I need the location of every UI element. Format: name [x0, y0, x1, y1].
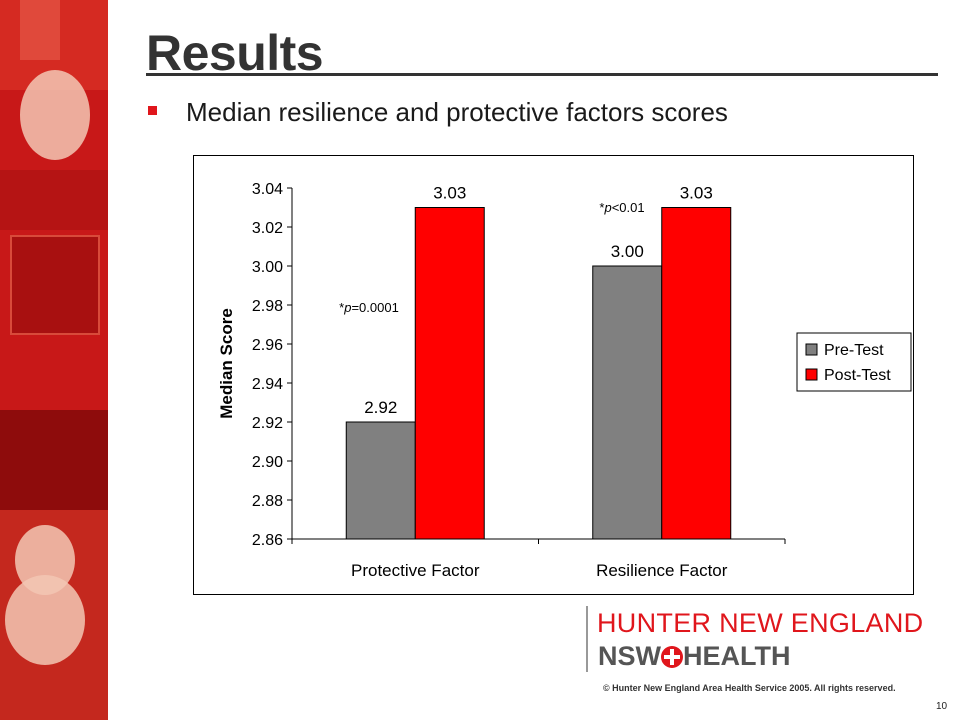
decor-block	[0, 170, 108, 230]
data-label: 3.03	[433, 184, 466, 203]
y-tick-label: 2.86	[252, 532, 283, 549]
decor-block	[20, 0, 60, 60]
legend-swatch	[805, 368, 818, 381]
health-cross-icon	[661, 646, 683, 668]
bullet-text: Median resilience and protective factors…	[186, 97, 728, 127]
legend-label: Pre-Test	[824, 342, 884, 359]
chart-frame: 2.86 2.88 2.90 2.92 2.94 2.96 2.98 3.00 3.02 3.04…	[193, 155, 914, 595]
data-label: 2.92	[364, 398, 397, 417]
page-number: 10	[936, 701, 948, 712]
logo-nsw-health: NSW HEALTH	[598, 641, 791, 671]
data-label: 3.03	[680, 184, 713, 203]
bar-post-test	[414, 207, 485, 540]
y-tick-label: 2.96	[252, 337, 283, 354]
legend-label: Post-Test	[824, 367, 891, 384]
y-tick-label: 3.02	[252, 220, 283, 237]
decor-block	[0, 410, 108, 510]
x-tick-label: Protective Factor	[351, 561, 480, 580]
y-tick-label: 2.94	[252, 376, 283, 393]
y-tick-label: 3.04	[252, 181, 283, 198]
logo-hunter-new-england: HUNTER NEW ENGLAND	[597, 608, 924, 638]
decor-figure	[5, 575, 85, 665]
y-tick-label: 2.90	[252, 454, 283, 471]
p-value-annotation: *p=0.0001	[339, 300, 399, 315]
logo-nsw-text: NSW	[598, 641, 661, 671]
logo-divider	[586, 606, 588, 672]
y-tick-label: 3.00	[252, 259, 283, 276]
slide-title: Results	[146, 25, 324, 81]
bar-chart: 2.86 2.88 2.90 2.92 2.94 2.96 2.98 3.00 3.02 3.04…	[217, 181, 912, 580]
logo-health-text: HEALTH	[683, 641, 791, 671]
bullet-marker	[148, 106, 157, 115]
y-tick-label: 2.98	[252, 298, 283, 315]
bar-post-test	[661, 207, 732, 540]
legend-box	[796, 332, 912, 392]
p-value-annotation: *p<0.01	[599, 200, 644, 215]
decor-block	[10, 235, 100, 335]
bar-pre-test	[345, 421, 416, 540]
y-tick-label: 2.88	[252, 493, 283, 510]
decor-block	[0, 340, 108, 410]
data-label: 3.00	[611, 242, 644, 261]
title-underline	[146, 73, 938, 76]
y-tick-label: 2.92	[252, 415, 283, 432]
copyright-notice: © Hunter New England Area Health Service…	[603, 683, 896, 693]
legend-swatch	[805, 343, 818, 356]
y-axis-title: Median Score	[217, 308, 236, 419]
bar-pre-test	[592, 265, 663, 540]
side-photo-strip	[0, 0, 108, 720]
x-tick-label: Resilience Factor	[596, 561, 728, 580]
decor-figure	[20, 70, 90, 160]
